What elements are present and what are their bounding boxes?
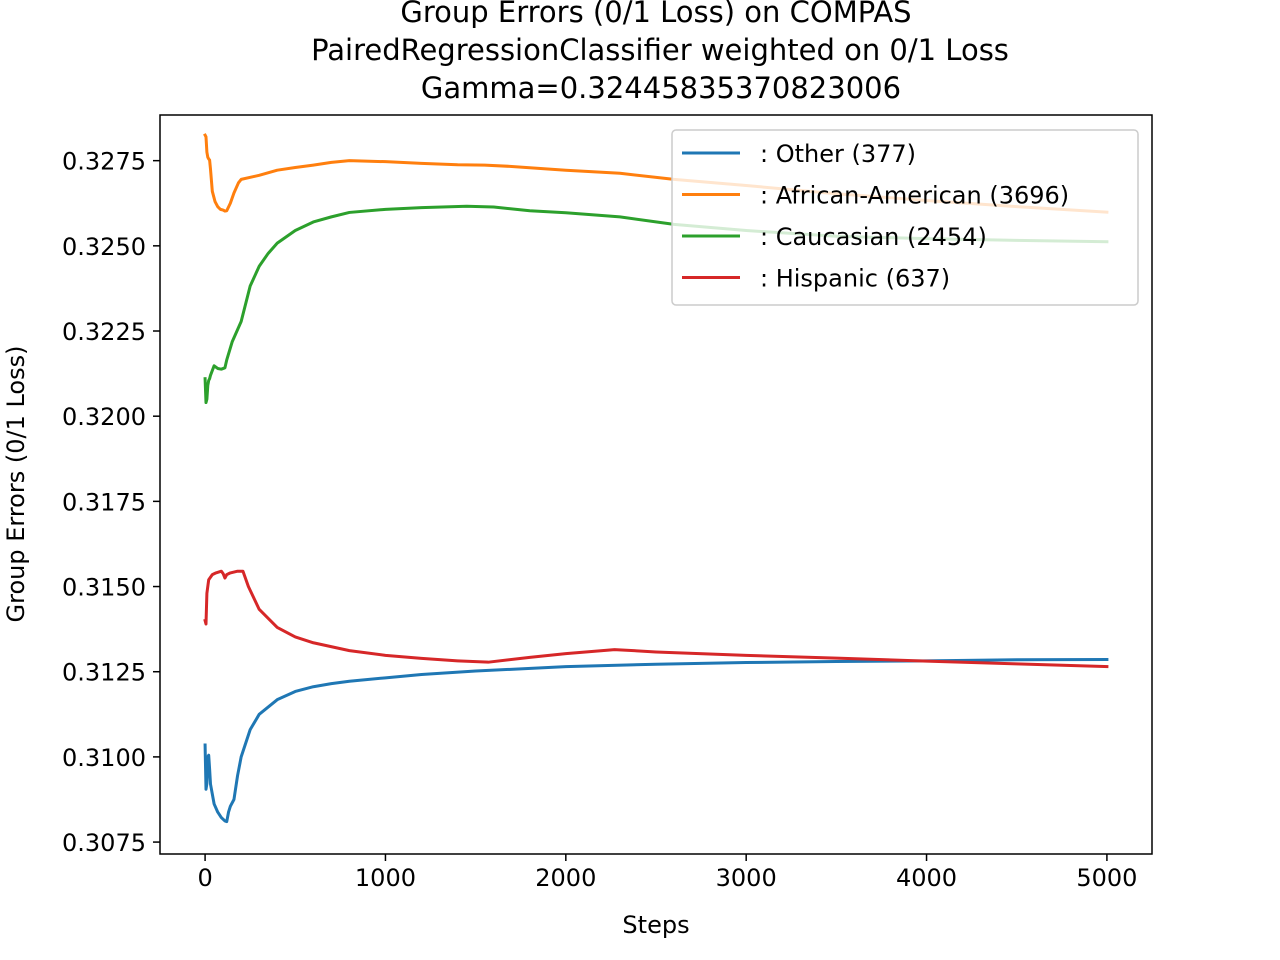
x-tick-label: 4000 xyxy=(896,864,957,892)
legend-label: : Caucasian (2454) xyxy=(760,223,987,251)
x-tick-label: 1000 xyxy=(355,864,416,892)
x-tick-label: 2000 xyxy=(535,864,596,892)
legend-label: : Hispanic (637) xyxy=(760,265,950,293)
series-line-3 xyxy=(203,204,1109,405)
y-tick-label: 0.3175 xyxy=(62,488,146,516)
y-tick-label: 0.3075 xyxy=(62,829,146,857)
series-line-4 xyxy=(203,569,1109,669)
series-line-1 xyxy=(203,657,1109,824)
y-tick-label: 0.3225 xyxy=(62,318,146,346)
chart-title-line-2: PairedRegressionClassifier weighted on 0… xyxy=(311,33,1009,67)
x-axis-label: Steps xyxy=(622,911,689,939)
y-tick-label: 0.3275 xyxy=(62,148,146,176)
legend-label: : Other (377) xyxy=(760,140,916,168)
y-tick-label: 0.3150 xyxy=(62,574,146,602)
x-tick-label: 5000 xyxy=(1076,864,1137,892)
chart-title-line-3: Gamma=0.32445835370823006 xyxy=(421,71,901,105)
y-axis-label: Group Errors (0/1 Loss) xyxy=(2,346,30,623)
y-tick-label: 0.3100 xyxy=(62,744,146,772)
x-tick-label: 3000 xyxy=(716,864,777,892)
legend-box xyxy=(671,129,1139,306)
legend-label: : African-American (3696) xyxy=(760,182,1069,210)
x-tick-label: 0 xyxy=(197,864,212,892)
series-layer xyxy=(203,133,1109,824)
x-axis: 0 1000 2000 3000 4000 5000 xyxy=(197,854,1137,892)
legend: : Other (377) : African-American (3696) : … xyxy=(671,129,1139,306)
y-tick-label: 0.3250 xyxy=(62,233,146,261)
y-tick-label: 0.3125 xyxy=(62,659,146,687)
y-axis: 0.3075 0.3100 0.3125 0.3150 0.3175 0.3200 0.32… xyxy=(62,148,160,857)
y-tick-label: 0.3200 xyxy=(62,403,146,431)
series-line-2 xyxy=(203,133,1109,214)
chart-title-line-1: Group Errors (0/1 Loss) on COMPAS xyxy=(400,0,911,29)
plot-area xyxy=(159,114,1153,855)
plot-frame xyxy=(159,114,1153,855)
